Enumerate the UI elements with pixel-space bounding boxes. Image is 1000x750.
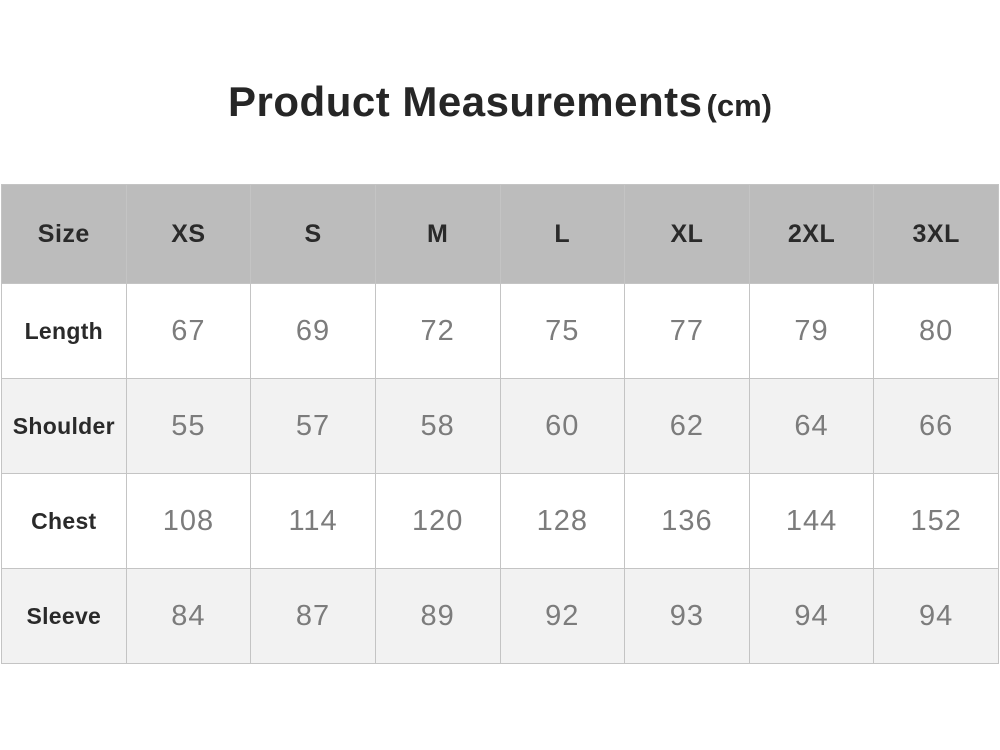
value-cell: 66 — [873, 378, 999, 474]
table-row-sleeve: Sleeve 84 87 89 92 93 94 94 — [1, 568, 999, 664]
value-cell: 84 — [125, 568, 252, 664]
value-cell: 72 — [374, 283, 501, 379]
value-cell: 75 — [499, 283, 626, 379]
measurements-table: Size XS S M L XL 2XL 3XL Length 67 69 72 75 77 79 80 Sh… — [1, 184, 999, 664]
value-cell: 94 — [873, 568, 999, 664]
row-label-length: Length — [1, 283, 127, 379]
value-cell: 58 — [374, 378, 501, 474]
value-cell: 136 — [624, 473, 750, 569]
row-label-shoulder: Shoulder — [1, 378, 127, 474]
value-cell: 120 — [374, 473, 501, 569]
column-header-xl: XL — [624, 184, 750, 284]
table-body: Length 67 69 72 75 77 79 80 Shoulder 55 57 58 60 62 64… — [1, 283, 999, 664]
value-cell: 114 — [250, 473, 376, 569]
page-title-unit: (cm) — [706, 88, 772, 123]
value-cell: 87 — [250, 568, 376, 664]
value-cell: 77 — [624, 283, 750, 379]
value-cell: 89 — [374, 568, 501, 664]
value-cell: 62 — [624, 378, 750, 474]
value-cell: 93 — [624, 568, 750, 664]
column-header-2xl: 2XL — [748, 184, 875, 284]
value-cell: 55 — [125, 378, 252, 474]
column-header-3xl: 3XL — [873, 184, 999, 284]
value-cell: 60 — [499, 378, 626, 474]
column-header-s: S — [250, 184, 376, 284]
value-cell: 94 — [748, 568, 875, 664]
table-row-chest: Chest 108 114 120 128 136 144 152 — [1, 473, 999, 569]
value-cell: 80 — [873, 283, 999, 379]
value-cell: 128 — [499, 473, 626, 569]
table-head: Size XS S M L XL 2XL 3XL — [1, 184, 999, 284]
row-label-chest: Chest — [1, 473, 127, 569]
value-cell: 144 — [748, 473, 875, 569]
value-cell: 92 — [499, 568, 626, 664]
row-label-sleeve: Sleeve — [1, 568, 127, 664]
value-cell: 69 — [250, 283, 376, 379]
value-cell: 79 — [748, 283, 875, 379]
table-row-length: Length 67 69 72 75 77 79 80 — [1, 283, 999, 379]
column-header-xs: XS — [125, 184, 252, 284]
value-cell: 108 — [125, 473, 252, 569]
page-title-text: Product Measurements — [228, 78, 703, 125]
value-cell: 152 — [873, 473, 999, 569]
page-title: Product Measurements (cm) — [0, 0, 1000, 132]
table-row-shoulder: Shoulder 55 57 58 60 62 64 66 — [1, 378, 999, 474]
column-header-l: L — [499, 184, 626, 284]
value-cell: 67 — [125, 283, 252, 379]
header-row: Size XS S M L XL 2XL 3XL — [1, 184, 999, 284]
column-header-m: M — [374, 184, 501, 284]
value-cell: 57 — [250, 378, 376, 474]
value-cell: 64 — [748, 378, 875, 474]
column-header-size: Size — [1, 184, 127, 284]
